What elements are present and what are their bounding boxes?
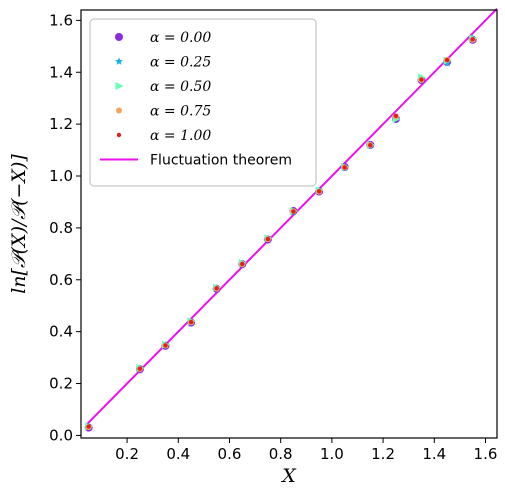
legend-label-line: Fluctuation theorem — [150, 153, 292, 169]
plot-frame — [80, 9, 498, 439]
data-point-series-4 — [137, 366, 143, 371]
x-tick-label: 0.6 — [218, 445, 242, 463]
legend-marker-series-2 — [115, 82, 124, 90]
y-ticks: 0.0 0.2 0.4 0.6 0.8 1.0 1.2 1.4 1.6 — [49, 11, 81, 444]
y-tick-label: 1.4 — [49, 63, 73, 81]
y-tick-label: 0.0 — [49, 426, 73, 444]
legend-marker-series-3 — [116, 107, 122, 114]
legend-marker-series-1 — [115, 57, 123, 65]
data-point-series-4 — [470, 37, 475, 42]
data-point-series-4 — [163, 343, 168, 348]
data-point-series-4 — [316, 189, 322, 194]
legend-label-series-0: α = 0.00 — [150, 30, 211, 46]
y-tick-label: 1.2 — [49, 115, 73, 133]
legend-box — [89, 18, 317, 187]
data-point-series-4 — [419, 77, 424, 82]
x-tick-label: 1.6 — [474, 445, 498, 463]
x-axis-label: X — [280, 465, 297, 487]
y-tick-label: 0.6 — [49, 271, 73, 289]
fluctuation-theorem-line — [85, 8, 498, 426]
data-point-series-4 — [265, 236, 271, 242]
legend-marker-series-0 — [115, 33, 123, 41]
data-point-series-4 — [86, 424, 91, 429]
x-tick-label: 1.2 — [371, 445, 395, 463]
data-point-series-4 — [368, 142, 373, 148]
y-tick-label: 0.2 — [49, 375, 73, 393]
y-tick-label: 0.8 — [49, 219, 73, 237]
data-point-series-4 — [291, 209, 296, 214]
y-axis-label: ln[𝒫(X)/𝒫(−X)] — [8, 154, 30, 294]
x-tick-label: 0.2 — [115, 445, 139, 463]
x-tick-label: 0.8 — [269, 445, 293, 463]
y-tick-label: 1.0 — [49, 167, 73, 185]
legend-marker-series-4 — [116, 132, 122, 138]
x-tick-label: 1.4 — [422, 445, 446, 463]
marks-layer — [84, 8, 498, 432]
data-point-series-4 — [214, 286, 219, 291]
data-point-series-4 — [342, 165, 347, 170]
legend-label-series-4: α = 1.00 — [150, 128, 211, 144]
y-tick-label: 1.6 — [49, 11, 73, 29]
legend-items: α = 0.00 α = 0.25 α = 0.50 α = 0.75 α = 1.00… — [100, 30, 292, 169]
data-point-series-4 — [240, 261, 245, 267]
x-tick-label: 0.4 — [166, 445, 190, 463]
legend-label-series-3: α = 0.75 — [150, 104, 211, 120]
legend-label-series-1: α = 0.25 — [150, 55, 211, 71]
data-point-series-4 — [188, 319, 194, 325]
data-point-series-4 — [393, 113, 399, 119]
x-tick-label: 1.0 — [320, 445, 344, 463]
legend-label-series-2: α = 0.50 — [150, 79, 211, 95]
legend: α = 0.00 α = 0.25 α = 0.50 α = 0.75 α = 1.00… — [89, 18, 317, 187]
x-ticks: 0.2 0.4 0.6 0.8 1.0 1.2 1.4 1.6 — [115, 438, 497, 463]
data-point-series-4 — [444, 57, 450, 63]
y-tick-label: 0.4 — [49, 323, 73, 341]
